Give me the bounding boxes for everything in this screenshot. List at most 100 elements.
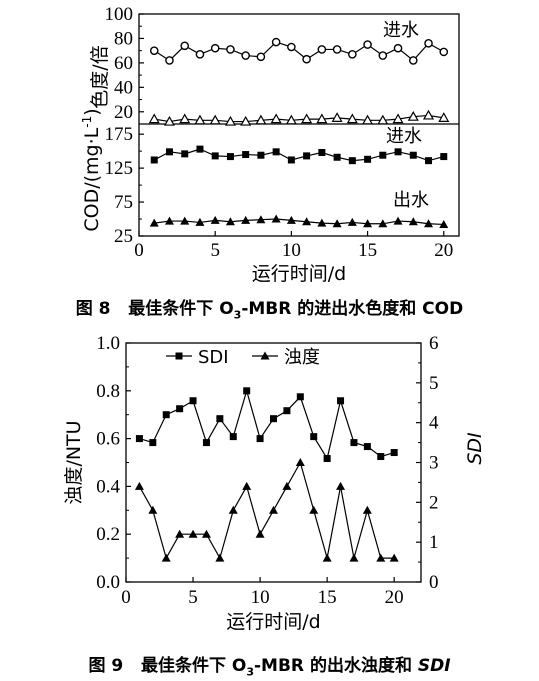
fig8-top-series-0-point <box>393 43 403 53</box>
fig8-top-series-0-point <box>348 50 357 59</box>
fig8-bottom-annotation-influent: 进水 <box>386 126 422 147</box>
fig9-series-0-point <box>270 415 277 423</box>
fig8-caption-sub: 3 <box>233 308 242 322</box>
fig8-bottom-series-0-point <box>440 153 448 161</box>
fig8-top-series-0-point <box>226 45 235 54</box>
fig8-bottom-series-1-point <box>286 215 296 224</box>
fig8-top-series-1-point <box>362 114 374 125</box>
fig8-top-series-1-point <box>301 113 313 124</box>
fig8-top-series-1-point <box>179 113 191 124</box>
fig8-bottom-series-1-point <box>393 216 403 225</box>
fig9-series-0-point <box>176 405 184 413</box>
fig8-bottom-series-1-point <box>225 217 235 226</box>
fig9-series-1-point <box>362 505 372 514</box>
fig8-bottom-ylabel: COD/(mg·L-1) <box>80 108 103 231</box>
fig8-bottom-series-1-point <box>439 219 449 228</box>
fig9-series-0-point <box>229 433 237 441</box>
fig8-top-series-0-point <box>424 39 433 48</box>
fig8-top-series-1-point <box>194 114 206 125</box>
fig8-bottom-series-1-point <box>302 217 312 226</box>
fig9-caption-sub: 3 <box>246 665 254 679</box>
fig8-top-series-1-point <box>209 114 221 125</box>
fig9-series-1-point <box>309 505 319 514</box>
fig9-series-0-point <box>135 435 143 443</box>
fig8-top-series-1-point <box>346 113 358 124</box>
fig9-xtick-label: 5 <box>188 587 198 608</box>
fig9-series-1-point <box>349 553 359 562</box>
fig8-bottom-series-1-point <box>378 219 388 228</box>
fig8-top-series-0-point <box>180 41 190 51</box>
fig9-series-1-point <box>175 529 185 538</box>
fig8-bottom-series-0-point <box>379 151 387 159</box>
fig9-series-0-point <box>350 439 358 447</box>
fig9-series-0-point <box>296 393 304 401</box>
fig8-xtick-label: 5 <box>210 240 220 261</box>
fig9-caption-post: -MBR 的出水浊度和 <box>254 656 418 676</box>
fig8-xtick-label: 0 <box>134 240 144 261</box>
fig8-bottom-series-1-point <box>180 216 190 225</box>
fig9-right-ytick-label: 2 <box>429 492 439 513</box>
fig8-bottom-ytick-label: 25 <box>114 226 133 247</box>
fig9-right-ytick-label: 5 <box>429 373 439 394</box>
fig9-right-ytick-label: 0 <box>429 572 439 593</box>
fig8-bottom-series-0-point <box>165 148 173 156</box>
fig9-series-1-point <box>161 553 171 562</box>
fig8-caption-post: -MBR 的进出水色度和 COD <box>241 299 464 319</box>
fig8-top-series-0-point <box>241 51 250 60</box>
fig8-top-series-1-point <box>392 113 404 124</box>
fig8-xtick-label: 20 <box>434 240 453 261</box>
fig8-bottom-series-1-point <box>271 214 281 223</box>
fig9-series-0-point <box>256 435 264 443</box>
fig8-xlabel: 运行时间/d <box>252 263 346 285</box>
fig8-bottom-series-1-point <box>164 216 174 225</box>
fig8-bottom-series-1-point <box>424 219 434 228</box>
fig8-top-series-0-point <box>317 45 327 54</box>
fig8-bottom-series-1-point <box>347 217 357 226</box>
fig8-caption-pre: 最佳条件下 O <box>128 299 234 319</box>
fig8-top-ytick-label: 100 <box>105 4 134 25</box>
fig9-series-1-line <box>138 460 395 560</box>
fig8-top-series-1-point <box>240 115 252 126</box>
fig9-series-0-point <box>202 439 210 447</box>
fig9-right-ylabel: SDI <box>464 432 486 465</box>
fig9-xtick-label: 0 <box>121 587 131 608</box>
fig9-series-1-point <box>148 505 158 514</box>
fig8-bottom-series-0-point <box>196 145 204 153</box>
fig8-top-series-1-point <box>316 113 328 124</box>
fig8-caption-number: 图 8 <box>75 299 111 319</box>
fig9-series-0-point <box>216 415 224 423</box>
fig8-top-series-1-point <box>331 112 343 122</box>
fig8-top-series-0-point <box>256 52 266 62</box>
fig9-series-0-point <box>390 449 398 457</box>
fig8-bottom-series-0-point <box>409 151 417 159</box>
fig8-top-ytick-label: 20 <box>114 102 133 123</box>
fig8-top-series-0-point <box>439 47 449 57</box>
fig8-bottom-series-0-point <box>364 155 372 163</box>
fig8-bottom-series-1-point <box>149 218 159 227</box>
fig9-right-ytick-label: 3 <box>429 453 439 474</box>
fig9-series-0-point <box>243 387 251 395</box>
fig8-top-series-0-point <box>378 51 388 60</box>
fig8-bottom-series-0-point <box>226 153 234 161</box>
fig9-caption-italic: SDI <box>417 656 451 676</box>
fig8-bottom-series-0-point <box>425 157 433 165</box>
fig9-legend-turbidity-label: 浊度 <box>284 347 320 368</box>
fig8-top-series-1-point <box>270 113 282 124</box>
fig9-legend-turbidity-marker <box>260 351 270 360</box>
fig8-bottom-series-0-point <box>287 156 295 164</box>
fig9-series-1-point <box>295 458 305 466</box>
fig8-bottom-series-1-point <box>195 217 205 226</box>
fig8-top-series-0-point <box>195 50 205 59</box>
fig8-top-ytick-label: 40 <box>114 77 133 98</box>
fig9-series-1-point <box>215 553 225 562</box>
fig8-bottom-series-1-point <box>241 215 251 224</box>
fig9-series-1-point <box>188 529 198 538</box>
fig9-series-1-point <box>242 481 252 490</box>
fig8-bottom-series-1-point <box>256 215 266 224</box>
fig9-series-0-point <box>323 455 331 463</box>
fig8-top-series-0-point <box>210 43 220 53</box>
fig8-top-series-0-point <box>302 54 311 64</box>
fig9-series-1-point <box>228 505 238 514</box>
fig9-right-ytick-label: 1 <box>429 532 439 553</box>
